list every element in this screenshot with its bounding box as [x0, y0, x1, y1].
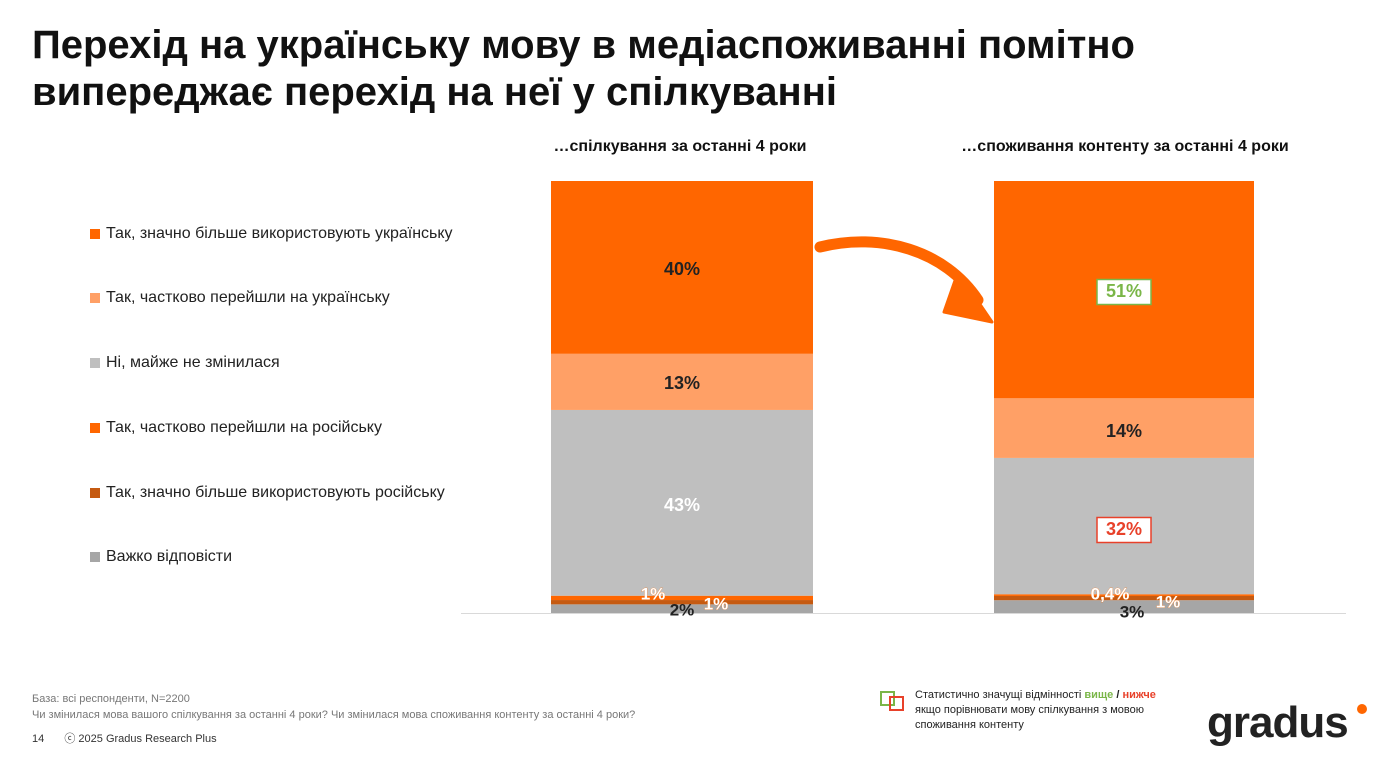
- footer-base-note: База: всі респонденти, N=2200: [32, 693, 190, 705]
- column-title-content-consumption: …споживання контенту за останні 4 роки: [961, 138, 1289, 155]
- data-label-small: 1%: [641, 584, 666, 603]
- legend-item-ru-much-more: Так, значно більше використовують російс…: [90, 481, 445, 505]
- bar-segment-0-1: [551, 353, 813, 410]
- significance-prefix: Статистично значущі відмінності: [915, 689, 1085, 701]
- significance-suffix: якщо порівнювати мову спілкування з мово…: [915, 704, 1144, 731]
- data-label: 40%: [664, 259, 700, 279]
- significance-separator: /: [1113, 689, 1123, 701]
- logo-text: gradus: [1207, 698, 1349, 747]
- legend-item-ru-partly: Так, частково перейшли на російську: [90, 416, 382, 440]
- data-label: 32%: [1106, 519, 1142, 539]
- legend-swatch: [90, 358, 100, 368]
- bar-segment-1-3: [994, 594, 1254, 596]
- legend-item-no-change: Ні, майже не змінилася: [90, 351, 280, 375]
- legend-label: Так, частково перейшли на російську: [106, 419, 382, 436]
- legend-swatch: [90, 423, 100, 433]
- bar-segment-0-0: [551, 181, 813, 354]
- legend-swatch: [90, 293, 100, 303]
- stacked-bar-chart: 40%13%43%1%1%2%51%14%32%0,4% 1%3%: [461, 181, 1346, 621]
- legend-item-ua-partly: Так, частково перейшли на українську: [90, 286, 390, 310]
- footer-copyright: 14 ⓒ 2025 Gradus Research Plus: [32, 730, 217, 746]
- legend-item-ua-much-more: Так, значно більше використовують україн…: [90, 222, 453, 246]
- slide-title: Перехід на українську мову в медіаспожив…: [32, 23, 1135, 114]
- data-label-small: 3%: [1120, 602, 1145, 621]
- legend-item-hard-to-say: Важко відповісти: [90, 545, 232, 569]
- bar-segment-1-4: [994, 595, 1254, 601]
- legend-swatch: [90, 488, 100, 498]
- legend-label: Так, частково перейшли на українську: [106, 289, 390, 306]
- page-number: 14: [32, 733, 45, 745]
- bar-segment-0-4: [551, 600, 813, 605]
- copyright-text: ⓒ 2025 Gradus Research Plus: [64, 733, 217, 745]
- data-label-small: 2%: [670, 600, 695, 619]
- data-label-small: 0,4%: [1091, 584, 1130, 603]
- column-title-communication: …спілкування за останні 4 роки: [553, 138, 807, 155]
- footer-question-note: Чи змінилася мова вашого спілкування за …: [32, 709, 636, 721]
- bar-segment-1-5: [994, 600, 1254, 613]
- significance-note: Статистично значущі відмінності вище / н…: [880, 688, 1180, 738]
- data-label: 51%: [1106, 281, 1142, 301]
- legend-label: Так, значно більше використовують російс…: [106, 484, 445, 501]
- legend-label: Так, значно більше використовують україн…: [106, 225, 453, 242]
- legend-label: Ні, майже не змінилася: [106, 354, 280, 371]
- gradus-logo: gradus: [1207, 698, 1367, 754]
- significance-boxes-icon: [880, 691, 904, 711]
- bar-segment-0-2: [551, 409, 813, 596]
- significance-higher: вище: [1084, 689, 1114, 701]
- bar-segment-1-1: [994, 398, 1254, 458]
- significance-lower: нижче: [1122, 689, 1156, 701]
- legend-swatch: [90, 229, 100, 239]
- significance-text: Статистично значущі відмінності вище / н…: [915, 688, 1180, 733]
- logo-dot-icon: [1357, 704, 1367, 714]
- significance-box: [1096, 278, 1152, 306]
- bar-segment-0-3: [551, 595, 813, 601]
- transition-arrowhead-icon: [942, 270, 994, 324]
- data-label-small: 1%: [704, 594, 729, 613]
- legend-swatch: [90, 552, 100, 562]
- data-label: 43%: [664, 495, 700, 515]
- data-label: 13%: [664, 373, 700, 393]
- data-label: 14%: [1106, 421, 1142, 441]
- legend-label: Важко відповісти: [106, 548, 233, 565]
- significance-box: [1096, 516, 1152, 544]
- bar-segment-0-5: [551, 604, 813, 613]
- data-label-small: 1%: [1156, 592, 1181, 611]
